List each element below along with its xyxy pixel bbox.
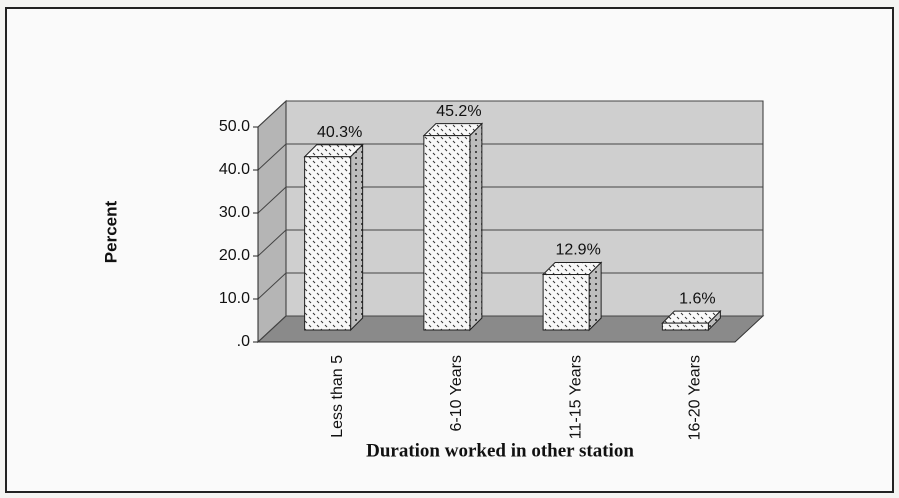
y-tick-label: 10.0 [219, 290, 250, 307]
x-tick-label: 16-20 Years [687, 355, 704, 440]
y-tick-label: 40.0 [219, 161, 250, 178]
value-label: 45.2% [436, 103, 481, 120]
side-wall [257, 99, 287, 344]
x-tick-label: Less than 5 [329, 355, 346, 438]
value-label: 40.3% [317, 124, 362, 141]
y-tick-label: .0 [237, 333, 250, 350]
bar [661, 322, 709, 331]
y-axis-label: Percent [101, 200, 120, 263]
y-tick-label: 20.0 [219, 247, 250, 264]
value-label: 12.9% [555, 242, 600, 259]
bar [304, 156, 352, 331]
grid-line [257, 100, 763, 128]
value-label: 1.6% [679, 290, 715, 307]
x-axis-label: Duration worked in other station [366, 440, 634, 461]
bar [423, 135, 471, 331]
grid-line [257, 186, 763, 214]
grid-line [257, 315, 763, 343]
x-tick-label: 6-10 Years [448, 355, 465, 432]
bar-side [469, 122, 483, 332]
x-tick-label: 11-15 Years [567, 355, 584, 439]
y-tick-label: 30.0 [219, 204, 250, 221]
y-tick-label: 50.0 [219, 118, 250, 135]
bar-side [350, 143, 364, 332]
bar-side [588, 261, 602, 332]
bar [542, 274, 590, 331]
grid-line [257, 272, 763, 300]
grid-line [257, 229, 763, 257]
grid-line [257, 143, 763, 171]
